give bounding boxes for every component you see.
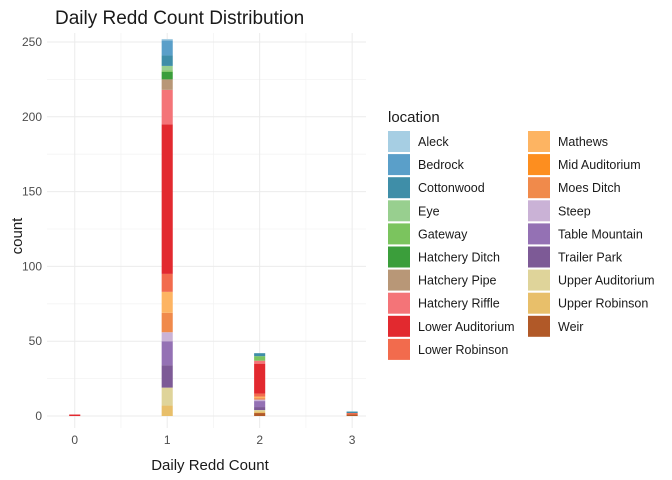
bars (69, 38, 358, 417)
legend-label: Cottonwood (418, 181, 485, 195)
legend-key (388, 269, 410, 291)
bar-segment (254, 353, 266, 357)
bar-segment (161, 405, 173, 417)
legend-label: Eye (418, 204, 440, 218)
bar-segment (161, 341, 173, 366)
bar-segment (254, 413, 266, 417)
legend-label: Mathews (558, 135, 608, 149)
grid (47, 33, 366, 428)
legend-label: Steep (558, 204, 591, 218)
bar-segment (161, 312, 173, 333)
legend-title: location (388, 109, 440, 126)
bar-segment (161, 55, 173, 66)
tick-labels: 0 1 2 3 0 50 100 150 200 250 (22, 35, 356, 447)
bar-segment (254, 399, 266, 402)
legend-label: Upper Robinson (558, 297, 648, 311)
legend-label: Mid Auditorium (558, 158, 641, 172)
legend-key (528, 246, 550, 268)
legend-key (388, 131, 410, 152)
bar-segment (254, 360, 266, 364)
legend-key (388, 338, 410, 360)
bar-segment (254, 356, 266, 361)
bar-segment (161, 387, 173, 406)
bar-segment (254, 398, 266, 400)
legend-label: Upper Auditorium (558, 274, 655, 288)
legend-label: Lower Auditorium (418, 320, 515, 334)
legend-label: Aleck (418, 135, 449, 149)
bar-segment (254, 401, 266, 408)
y-tick-label: 100 (22, 259, 42, 273)
legend-key (388, 315, 410, 337)
legend-key (528, 200, 550, 222)
legend-label: Trailer Park (558, 251, 623, 265)
legend: Aleck Bedrock Cottonwood Eye Gateway Hatchery… (388, 131, 655, 360)
legend-label: Hatchery Ditch (418, 251, 500, 265)
legend-key (388, 177, 410, 199)
x-tick-label: 1 (164, 433, 171, 447)
x-tick-label: 0 (71, 433, 78, 447)
bar-segment (69, 414, 81, 417)
legend-label: Lower Robinson (418, 343, 508, 357)
bar-segment (161, 71, 173, 80)
x-tick-label: 2 (256, 433, 263, 447)
legend-key (528, 223, 550, 245)
bar-segment (254, 396, 266, 399)
chart-title: Daily Redd Count Distribution (55, 8, 304, 29)
legend-key (388, 154, 410, 176)
bar-segment (161, 291, 173, 313)
bar-segment (254, 393, 266, 397)
legend-key (528, 269, 550, 291)
legend-label: Weir (558, 320, 583, 334)
bar-segment (346, 414, 358, 417)
legend-key (388, 246, 410, 268)
y-tick-label: 0 (35, 409, 42, 423)
legend-label: Hatchery Pipe (418, 274, 497, 288)
bar-segment (161, 65, 173, 71)
bar-segment (161, 89, 173, 125)
legend-key (528, 292, 550, 314)
bar-segment (161, 365, 173, 388)
x-tick-label: 3 (349, 433, 356, 447)
bar-segment (161, 273, 173, 292)
legend-label: Moes Ditch (558, 181, 621, 195)
bar-segment (254, 411, 266, 414)
legend-key (528, 315, 550, 337)
bar-segment (346, 413, 358, 415)
legend-key (388, 223, 410, 245)
bar-segment (346, 411, 358, 414)
y-tick-label: 250 (22, 35, 42, 49)
legend-label: Gateway (418, 227, 468, 241)
bar-segment (161, 40, 173, 56)
bar-segment (161, 38, 173, 41)
legend-key (388, 200, 410, 222)
legend-label: Bedrock (418, 158, 465, 172)
legend-label: Hatchery Riffle (418, 297, 500, 311)
legend-key (528, 154, 550, 176)
legend-key (388, 292, 410, 314)
y-tick-label: 150 (22, 185, 42, 199)
x-axis-title: Daily Redd Count (151, 457, 269, 474)
y-tick-label: 50 (29, 334, 43, 348)
legend-label: Table Mountain (558, 227, 643, 241)
bar-segment (254, 363, 266, 394)
legend-key (528, 177, 550, 199)
legend-key (528, 131, 550, 152)
bar-segment (161, 70, 173, 72)
y-axis-title: count (9, 217, 26, 255)
y-tick-label: 200 (22, 110, 42, 124)
bar-segment (161, 124, 173, 274)
bar-segment (161, 79, 173, 90)
bar-segment (161, 332, 173, 342)
bar-segment (254, 410, 266, 412)
bar-segment (254, 407, 266, 411)
